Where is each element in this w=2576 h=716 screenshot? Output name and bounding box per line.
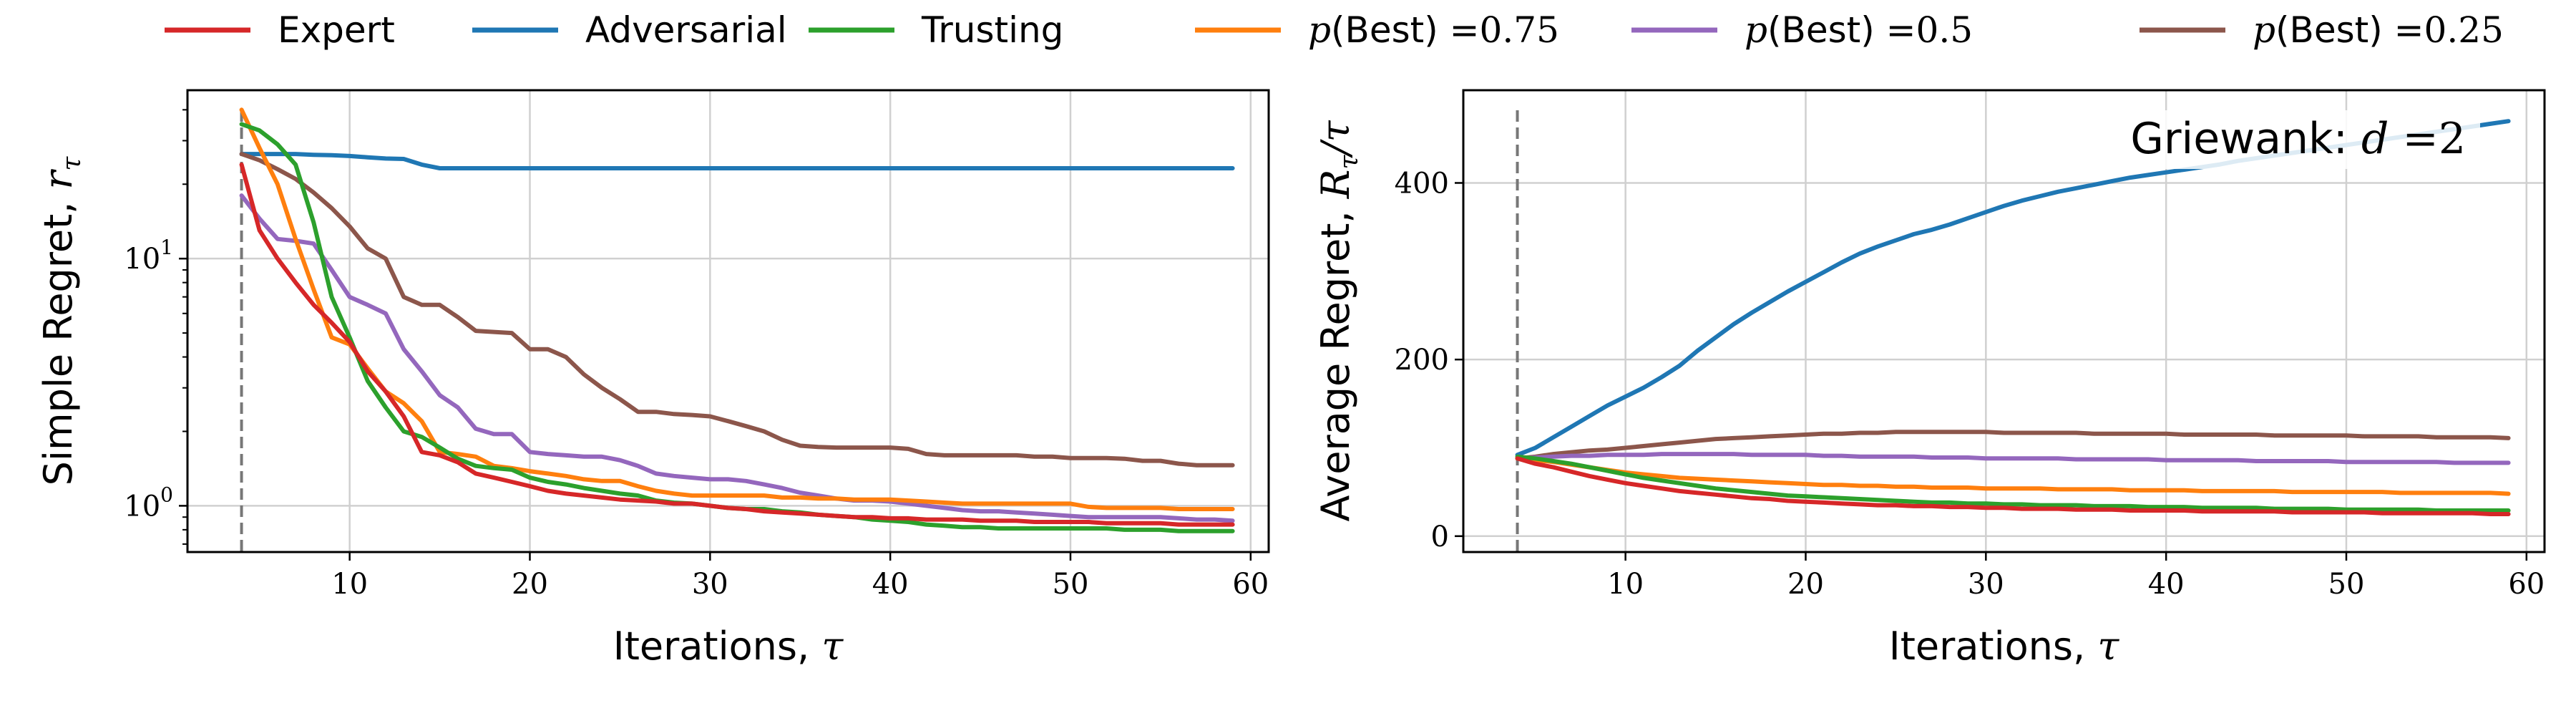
average-regret-ylabel-math: R	[1313, 170, 1358, 200]
x-tick-label: 60	[2508, 568, 2545, 601]
function-annotation: Griewank: d =2	[2122, 110, 2480, 169]
average-regret-ylabel-tail: /τ	[1313, 120, 1358, 158]
series-line-expert	[1515, 456, 2511, 516]
average-regret-xlabel: Iterations, τ	[1889, 624, 2120, 669]
simple-regret-ylabel-text: Simple Regret,	[36, 189, 81, 485]
x-tick-label: 30	[692, 568, 728, 601]
series-line-pbest05	[1515, 452, 2511, 465]
legend-label-expert: Expert	[278, 9, 395, 51]
legend-label-adversarial: Adversarial	[585, 9, 787, 51]
series-line-trusting	[239, 122, 1235, 533]
series-line-pbest05	[239, 193, 1235, 523]
simple-regret-panel: 10 20 30 40 50 60 100 101 Iterations, τ Simple …	[36, 89, 1270, 669]
average-regret-xlabel-math: τ	[2097, 624, 2119, 669]
average-regret-frame	[1462, 89, 2546, 553]
series-line-adversarial	[1515, 119, 2511, 458]
simple-regret-ylabel-math: r	[36, 168, 81, 189]
x-tick-label: 40	[2148, 568, 2185, 601]
x-tick-label: 60	[1232, 568, 1269, 601]
annotation-math: d	[2361, 114, 2389, 164]
simple-regret-ylabel: Simple Regret, rτ	[36, 156, 87, 486]
average-regret-xlabel-text: Iterations,	[1889, 624, 2098, 669]
y-tick-label: 200	[1395, 344, 1449, 377]
x-tick-label: 50	[2328, 568, 2365, 601]
x-tick-label: 20	[512, 568, 548, 601]
y-tick-label: 101	[124, 236, 173, 276]
y-tick-label: 400	[1395, 167, 1449, 200]
simple-regret-xlabel-math: τ	[821, 624, 844, 669]
annotation-box	[2122, 110, 2480, 169]
x-tick-label: 10	[331, 568, 368, 601]
x-tick-label: 10	[1607, 568, 1644, 601]
average-regret-ylabel: Average Regret, Rτ/τ	[1313, 120, 1364, 521]
series-line-pbest075	[1515, 456, 2511, 496]
x-tick-label: 30	[1968, 568, 2004, 601]
legend-label-pbest05: p(Best) =0.5	[1745, 9, 1973, 51]
simple-regret-grid	[187, 90, 1269, 552]
series-line-trusting	[1515, 454, 2511, 513]
y-tick-label: 0	[1431, 521, 1449, 553]
series-line-pbest025	[239, 152, 1235, 468]
legend-label-pbest075: p(Best) =0.75	[1308, 9, 1559, 51]
simple-regret-series	[239, 107, 1235, 552]
series-line-adversarial	[239, 152, 1235, 170]
y-tick-label: 100	[124, 483, 173, 523]
average-regret-ticks: 10 20 30 40 50 60 0 200 400	[1395, 167, 2545, 601]
simple-regret-ticks: 10 20 30 40 50 60 100 101	[124, 109, 1269, 601]
simple-regret-ylabel-sub: τ	[57, 156, 87, 171]
simple-regret-frame	[186, 89, 1270, 553]
average-regret-series	[1515, 110, 2511, 552]
series-line-pbest025	[1515, 430, 2511, 461]
series-line-pbest075	[239, 107, 1235, 511]
average-regret-panel: 10 20 30 40 50 60 0 200 400 Iterations, τ Averag…	[1313, 89, 2546, 669]
average-regret-ylabel-text: Average Regret,	[1313, 198, 1358, 521]
legend-label-trusting: Trusting	[921, 9, 1063, 51]
simple-regret-xlabel-text: Iterations,	[613, 624, 822, 669]
annotation-eq: =2	[2389, 114, 2466, 164]
average-regret-grid	[1463, 90, 2545, 552]
annotation-label: Griewank:	[2130, 114, 2361, 164]
simple-regret-xlabel: Iterations, τ	[613, 624, 844, 669]
x-tick-label: 40	[872, 568, 909, 601]
x-tick-label: 20	[1787, 568, 1824, 601]
average-regret-ylabel-sub: τ	[1335, 155, 1364, 170]
x-tick-label: 50	[1053, 568, 1089, 601]
legend: Expert Adversarial Trusting p(Best) =0.75 p(…	[165, 9, 2504, 51]
series-line-expert	[239, 162, 1235, 527]
legend-label-pbest025: p(Best) =0.25	[2253, 9, 2504, 51]
annotation-text: Griewank: d =2	[2130, 114, 2466, 164]
